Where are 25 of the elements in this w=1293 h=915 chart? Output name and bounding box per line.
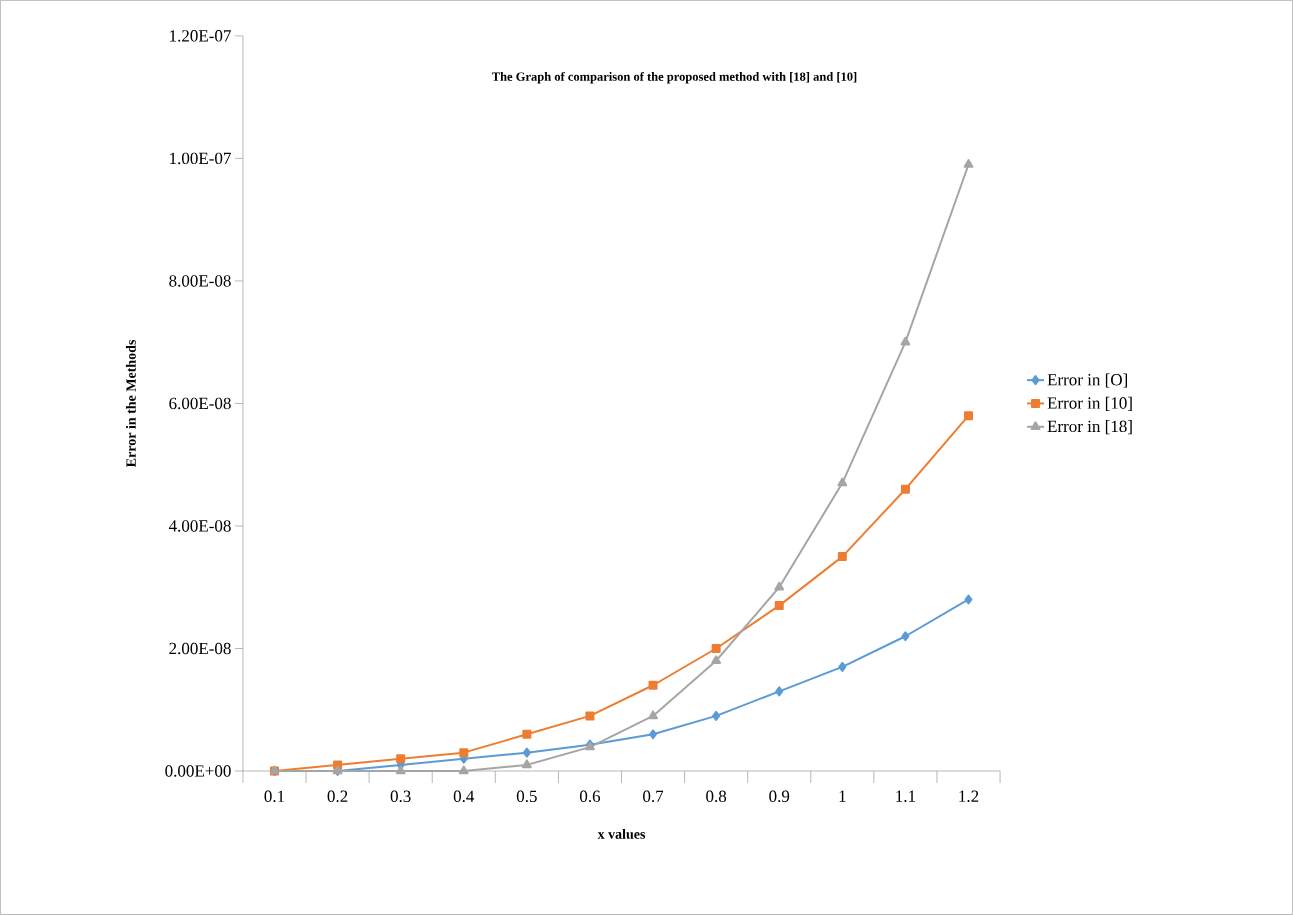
text: The Graph of comparison of the proposed method with [18] and [10] — [491, 71, 857, 84]
x-tick-label: 0.7 — [643, 790, 664, 803]
x-tick-label: 0.6 — [579, 790, 601, 803]
x-tick-label: 0.2 — [327, 790, 348, 803]
legend-label: Error in [10] — [1047, 396, 1132, 411]
y-axis-title: Error in the Methods — [125, 339, 136, 468]
x-axis-title: x values — [597, 828, 646, 839]
x-tick-label: 0.1 — [264, 790, 285, 803]
y-tick-label: 1.20E-07 — [170, 30, 231, 42]
x-tick-label: 0.4 — [453, 790, 475, 803]
legend-label: Error in [O] — [1047, 373, 1127, 388]
y-tick-label: 1.00E-07 — [170, 152, 231, 165]
x-tick-label: 1 — [839, 790, 846, 802]
legend-label: Error in [18] — [1047, 420, 1132, 435]
x-tick-label: 0.5 — [516, 790, 537, 803]
x-tick-label: 0.3 — [390, 790, 411, 803]
y-tick-label: 0.00E+00 — [165, 765, 231, 777]
x-tick-label: 0.9 — [769, 790, 790, 803]
x-tick-label: 0.8 — [706, 790, 727, 803]
y-tick-label: 8.00E-08 — [169, 275, 231, 287]
y-tick-label: 6.00E-08 — [169, 397, 231, 410]
x-tick-label: 1.1 — [896, 790, 916, 803]
x-tick-label: 1.2 — [959, 790, 979, 803]
y-tick-label: 2.00E-08 — [169, 642, 231, 655]
y-tick-label: 4.00E-08 — [168, 520, 231, 532]
